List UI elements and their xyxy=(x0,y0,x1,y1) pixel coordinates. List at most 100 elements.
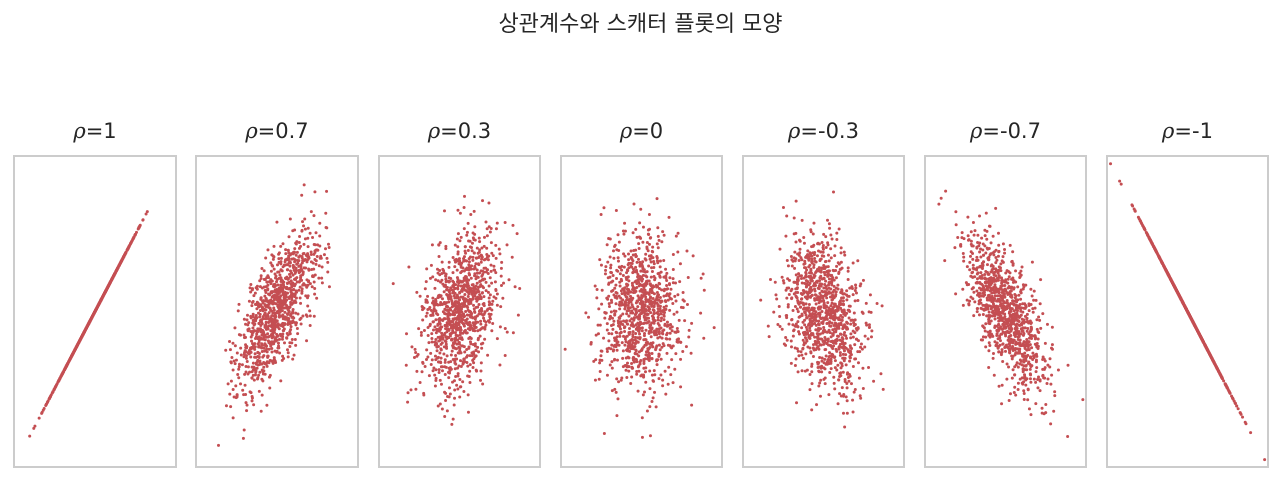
data-point xyxy=(830,298,834,302)
scatter-panel-rho-neg-0.3: ρ=-0.3 xyxy=(742,119,905,468)
data-point xyxy=(634,265,638,269)
data-point xyxy=(599,263,603,267)
data-point xyxy=(794,322,798,326)
data-point xyxy=(830,315,834,319)
data-point xyxy=(605,296,609,300)
data-point xyxy=(785,316,789,320)
data-point xyxy=(594,333,598,337)
data-point xyxy=(286,281,290,285)
data-point xyxy=(787,278,791,282)
data-point xyxy=(457,318,461,322)
data-point xyxy=(326,270,330,274)
data-point xyxy=(300,193,304,197)
data-point xyxy=(467,346,471,350)
data-point xyxy=(616,259,620,263)
data-point xyxy=(271,332,275,336)
data-point xyxy=(482,244,486,248)
data-point xyxy=(469,315,473,319)
data-point xyxy=(265,347,269,351)
data-point xyxy=(280,279,284,283)
data-point xyxy=(246,365,250,369)
data-point xyxy=(244,364,248,368)
data-point xyxy=(313,273,317,277)
data-point xyxy=(443,360,447,364)
data-point xyxy=(600,358,604,362)
data-point xyxy=(813,251,817,255)
data-point xyxy=(816,362,820,366)
data-point xyxy=(631,271,635,275)
data-point xyxy=(450,338,454,342)
data-point xyxy=(820,282,824,286)
data-point xyxy=(443,365,447,369)
data-point xyxy=(422,391,426,395)
data-point xyxy=(327,245,331,249)
data-point xyxy=(461,312,465,316)
data-point xyxy=(845,386,849,390)
data-point xyxy=(609,324,613,328)
data-point xyxy=(784,288,788,292)
data-point xyxy=(481,278,485,282)
data-point xyxy=(619,296,623,300)
data-point xyxy=(652,309,656,313)
data-point xyxy=(610,332,614,336)
data-point xyxy=(461,266,465,270)
data-point xyxy=(827,281,831,284)
data-point xyxy=(456,387,460,391)
data-point xyxy=(655,363,659,367)
data-point xyxy=(642,305,646,309)
data-point xyxy=(470,290,474,294)
data-point xyxy=(773,280,777,284)
data-point xyxy=(821,296,825,300)
data-point xyxy=(291,307,295,311)
data-point xyxy=(306,294,310,298)
data-point xyxy=(637,242,641,246)
data-point xyxy=(467,272,471,276)
data-point xyxy=(686,275,690,279)
data-point xyxy=(312,280,316,284)
data-point xyxy=(648,302,652,306)
data-point xyxy=(406,400,410,404)
data-point xyxy=(433,325,437,329)
data-point xyxy=(436,404,440,408)
data-point xyxy=(262,365,266,369)
data-point xyxy=(299,267,303,271)
data-point xyxy=(668,308,672,312)
data-point xyxy=(805,283,809,287)
data-point xyxy=(805,306,809,310)
data-point xyxy=(829,247,833,251)
data-point xyxy=(796,310,800,314)
data-point xyxy=(287,309,291,313)
data-point xyxy=(653,390,657,394)
data-point xyxy=(141,218,145,222)
data-point xyxy=(628,319,632,323)
data-point xyxy=(835,264,839,268)
data-point xyxy=(499,305,503,309)
data-point xyxy=(260,333,264,337)
data-point xyxy=(861,278,865,282)
data-point xyxy=(295,327,299,331)
data-point xyxy=(475,271,479,275)
data-point xyxy=(807,265,811,269)
data-point xyxy=(230,355,234,359)
data-point xyxy=(827,259,831,263)
data-point xyxy=(312,214,316,218)
data-point xyxy=(841,411,845,415)
data-point xyxy=(301,220,305,224)
data-point xyxy=(244,356,248,360)
data-point xyxy=(643,288,647,292)
data-point xyxy=(288,217,292,221)
data-point xyxy=(484,220,488,224)
data-point xyxy=(655,242,659,246)
data-point xyxy=(663,287,667,291)
data-point xyxy=(626,268,630,272)
data-point xyxy=(478,271,482,275)
data-point xyxy=(857,376,861,380)
data-point xyxy=(471,297,475,301)
data-point xyxy=(443,307,447,311)
data-point xyxy=(270,346,274,350)
data-point xyxy=(249,316,253,320)
data-point xyxy=(851,410,855,414)
data-point xyxy=(848,286,852,290)
data-point xyxy=(59,374,63,378)
data-point xyxy=(644,297,648,301)
